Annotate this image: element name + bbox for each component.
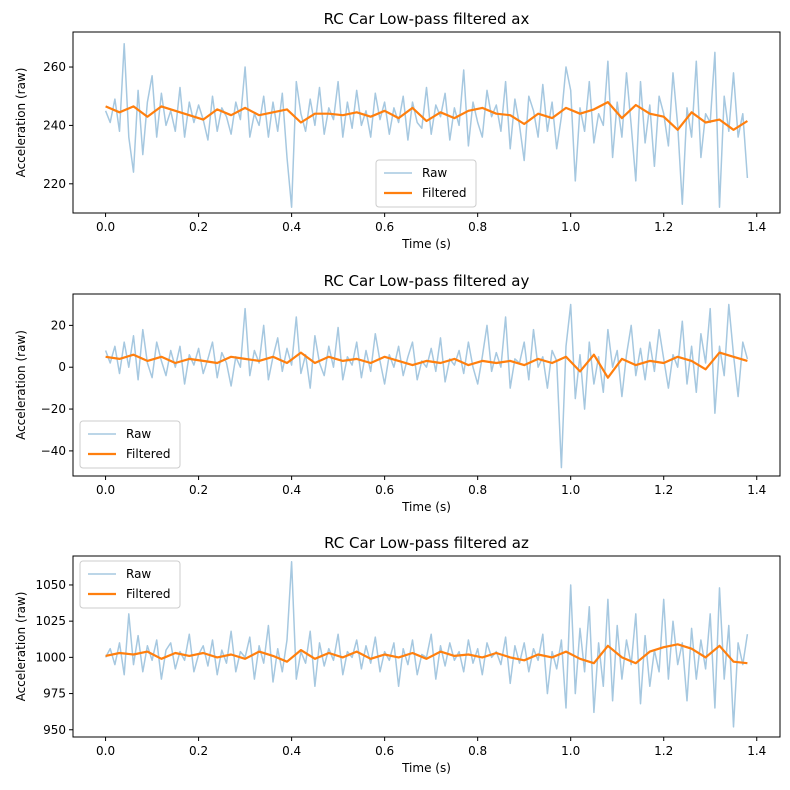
subplot-az: RC Car Low-pass filtered az Time (s) Acc…: [14, 534, 781, 775]
y-tick-label: 0: [58, 360, 66, 374]
y-tick-label: 1025: [35, 614, 66, 628]
plot-frame: [72, 293, 781, 477]
series-filtered-line: [105, 643, 748, 665]
y-tick-label: 220: [43, 177, 66, 191]
chart-title: RC Car Low-pass filtered az: [324, 534, 529, 552]
y-tick-label: 260: [43, 60, 66, 74]
legend: Raw Filtered: [79, 420, 181, 469]
subplot-ax: RC Car Low-pass filtered ax Time (s) Acc…: [14, 10, 781, 251]
x-tick-label: 1.4: [747, 220, 766, 234]
x-tick-label: 1.0: [561, 744, 580, 758]
axis-ticks: 0.0 0.2 0.4 0.6 0.8 1.0 1.2 1.4 220 240 260: [43, 60, 766, 234]
x-axis-label: Time (s): [401, 761, 451, 775]
x-tick-label: 1.0: [561, 220, 580, 234]
x-tick-label: 0.0: [96, 220, 115, 234]
series-raw-line: [104, 42, 749, 208]
series-lines: [104, 303, 749, 469]
series-filtered-line: [105, 351, 748, 379]
x-tick-label: 1.0: [561, 483, 580, 497]
legend-box: [375, 159, 477, 208]
y-tick-label: 950: [43, 723, 66, 737]
y-tick-label: 20: [51, 318, 66, 332]
series-lines: [104, 42, 749, 208]
x-tick-label: 0.4: [282, 220, 301, 234]
y-axis-label: Acceleration (raw): [14, 330, 28, 440]
x-tick-label: 1.4: [747, 483, 766, 497]
series-raw-line: [104, 303, 749, 469]
legend-filtered-label: Filtered: [422, 186, 466, 200]
legend-raw-label: Raw: [422, 166, 447, 180]
x-axis-label: Time (s): [401, 237, 451, 251]
axis-ticks: 0.0 0.2 0.4 0.6 0.8 1.0 1.2 1.4 −40 −20 0 20: [41, 318, 767, 497]
x-tick-label: 0.0: [96, 483, 115, 497]
x-tick-label: 0.8: [468, 220, 487, 234]
x-tick-label: 0.4: [282, 744, 301, 758]
x-tick-label: 1.4: [747, 744, 766, 758]
x-tick-label: 0.6: [375, 483, 394, 497]
subplot-ay: RC Car Low-pass filtered ay Time (s) Acc…: [14, 272, 781, 514]
legend-filtered-label: Filtered: [126, 587, 170, 601]
x-tick-label: 0.2: [189, 220, 208, 234]
x-axis-label: Time (s): [401, 500, 451, 514]
y-tick-label: 1050: [35, 578, 66, 592]
legend-raw-label: Raw: [126, 567, 151, 581]
y-tick-label: 240: [43, 118, 66, 132]
y-tick-label: −40: [41, 444, 66, 458]
x-tick-label: 1.2: [654, 483, 673, 497]
plot-frame: [72, 31, 781, 214]
x-tick-label: 0.6: [375, 220, 394, 234]
legend-box: [79, 420, 181, 469]
x-tick-label: 0.2: [189, 483, 208, 497]
chart-title: RC Car Low-pass filtered ay: [324, 272, 530, 290]
x-tick-label: 0.6: [375, 744, 394, 758]
legend-raw-label: Raw: [126, 427, 151, 441]
series-filtered-line: [105, 100, 748, 131]
legend: Raw Filtered: [79, 560, 181, 609]
x-tick-label: 1.2: [654, 744, 673, 758]
legend-box: [79, 560, 181, 609]
series-lines: [104, 561, 749, 728]
x-tick-label: 0.4: [282, 483, 301, 497]
x-tick-label: 0.0: [96, 744, 115, 758]
y-tick-label: −20: [41, 402, 66, 416]
y-axis-label: Acceleration (raw): [14, 68, 28, 178]
y-tick-label: 1000: [35, 650, 66, 664]
series-raw-line: [104, 561, 749, 728]
x-tick-label: 1.2: [654, 220, 673, 234]
x-tick-label: 0.2: [189, 744, 208, 758]
x-tick-label: 0.8: [468, 744, 487, 758]
y-axis-label: Acceleration (raw): [14, 592, 28, 702]
legend-filtered-label: Filtered: [126, 447, 170, 461]
axis-ticks: 0.0 0.2 0.4 0.6 0.8 1.0 1.2 1.4 950 975 1000 1025 10…: [35, 578, 766, 758]
x-tick-label: 0.8: [468, 483, 487, 497]
legend: Raw Filtered: [375, 159, 477, 208]
chart-title: RC Car Low-pass filtered ax: [324, 10, 530, 28]
y-tick-label: 975: [43, 687, 66, 701]
plot-frame: [72, 555, 781, 738]
